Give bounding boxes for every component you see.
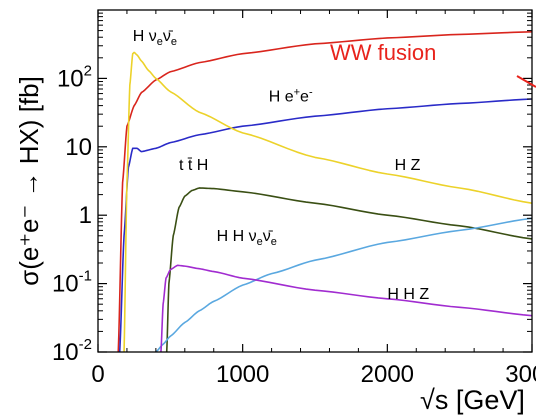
series-line-hee [118, 98, 532, 352]
series-line-hh [155, 217, 532, 352]
series-label-hee: H e+e- [269, 86, 313, 105]
y-tick-base: 10 [52, 339, 79, 366]
ww-fusion-annotation: WW fusion [330, 40, 436, 65]
series-label-part: H H ν [217, 228, 257, 245]
series-line-hhz [160, 264, 532, 352]
series-label-tth: t t̄ H [179, 157, 208, 174]
series-label-part: e [171, 36, 177, 48]
y-tick-exponent: -1 [79, 268, 92, 285]
series-label-part: e [271, 236, 277, 248]
series-label-hz: H Z [395, 157, 421, 174]
series-label-h: H νeν̄e [133, 28, 177, 48]
series-label-part: ν̄ [263, 228, 274, 245]
y-tick-label: 10 [65, 134, 92, 161]
ww-fusion-arrow [516, 75, 536, 88]
series-line-h [117, 31, 532, 352]
y-tick-base: 10 [57, 65, 84, 92]
x-tick-label: 0 [91, 361, 104, 388]
x-tick-label: 3000 [505, 361, 536, 388]
series-label-part: e [257, 236, 263, 248]
y-tick-label: 10-1 [52, 268, 92, 298]
y-tick-base: 10 [52, 271, 79, 298]
series-label-part: t t̄ H [179, 157, 208, 174]
series-label-part: H ν [133, 28, 157, 45]
y-tick-exponent: -2 [79, 336, 92, 353]
x-axis-label: √s [GeV] [420, 385, 525, 415]
series-label-part: e [157, 36, 163, 48]
x-tick-label: 2000 [361, 361, 414, 388]
y-tick-label: 10-2 [52, 336, 92, 366]
series-line-tth [165, 187, 532, 352]
y-axis-label: σ(e⁺e⁻ → HX) [fb] [14, 76, 44, 286]
series-label-part: H e [269, 88, 294, 105]
series-label-part: H Z [395, 157, 421, 174]
series-label-hh: H H νeν̄e [217, 228, 277, 248]
curves-layer [117, 31, 532, 352]
series-line-hz [123, 51, 532, 352]
y-tick-exponent: 2 [84, 62, 92, 79]
y-tick-base: 1 [79, 202, 92, 229]
series-label-part: - [309, 86, 313, 98]
series-label-hhz: H H Z [387, 286, 429, 303]
x-tick-label: 1000 [216, 361, 269, 388]
series-label-part: + [294, 86, 300, 98]
y-tick-base: 10 [65, 134, 92, 161]
plot-frame [97, 9, 533, 353]
y-tick-label: 1 [79, 202, 92, 229]
y-tick-label: 102 [57, 62, 92, 92]
series-label-part: e [300, 88, 309, 105]
series-label-part: H H Z [387, 286, 429, 303]
series-label-part: ν̄ [163, 28, 174, 45]
